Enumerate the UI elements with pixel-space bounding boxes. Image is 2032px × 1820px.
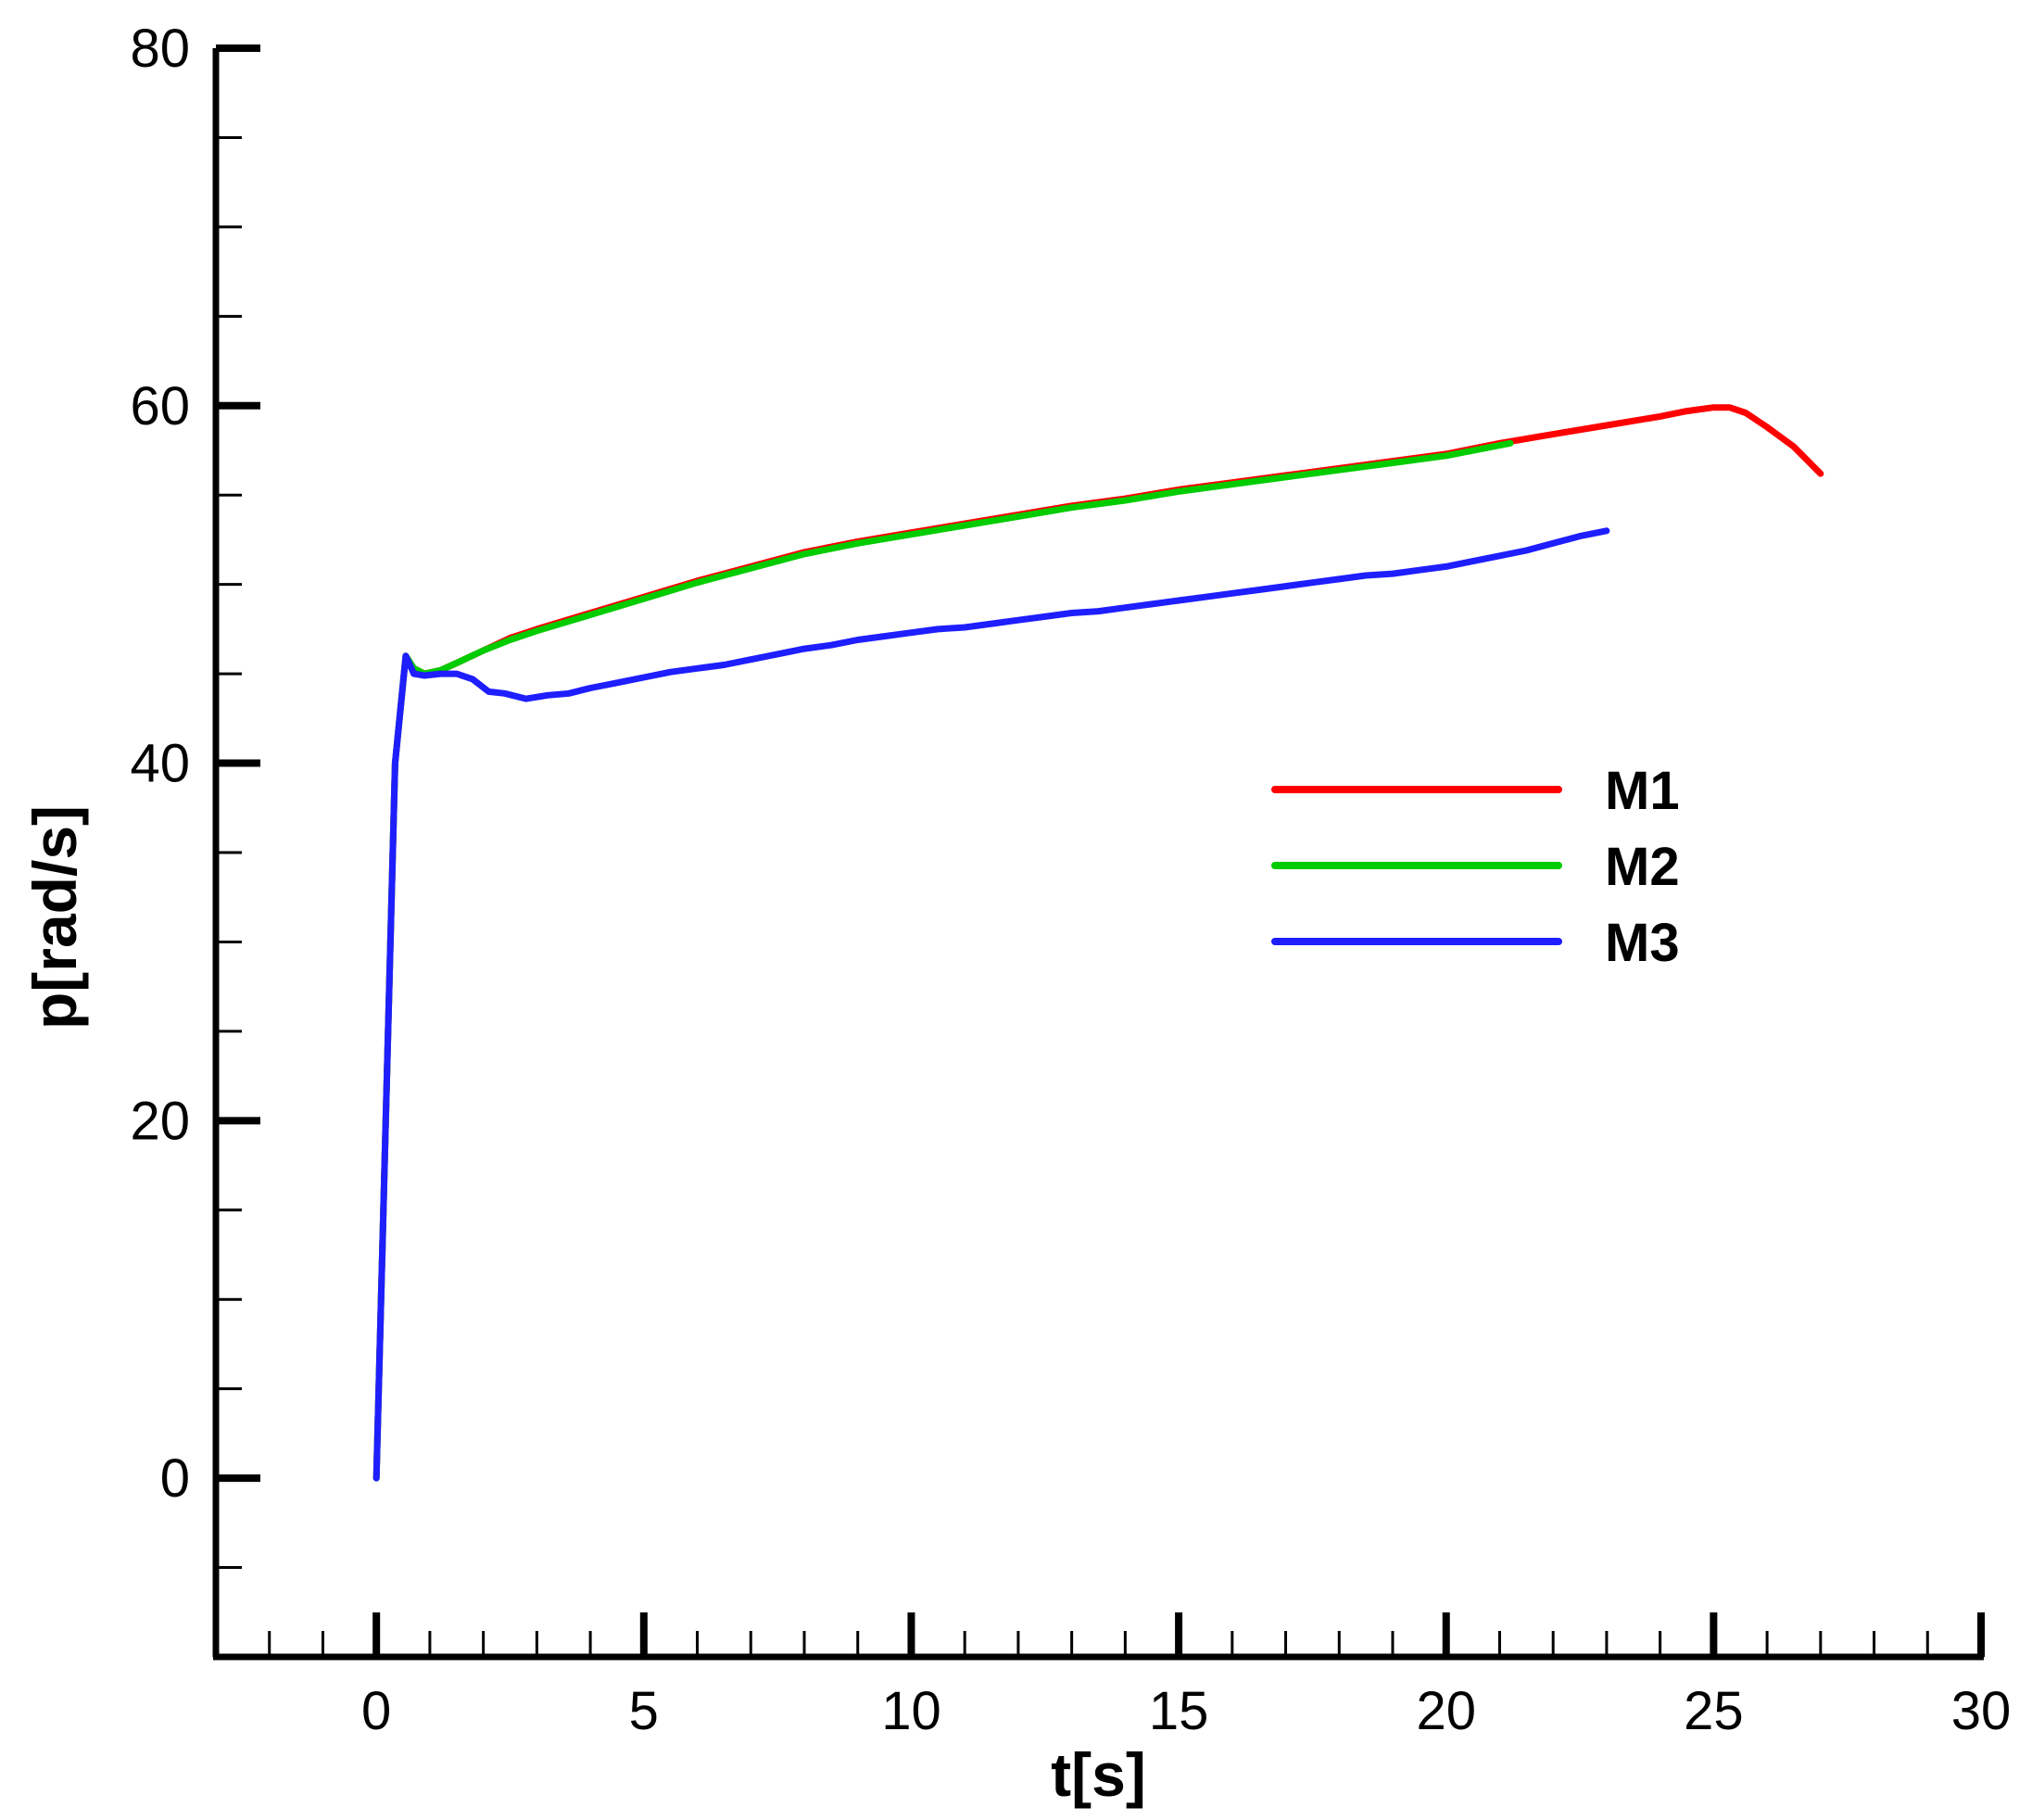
axis-ticks [214, 44, 1985, 1659]
y-tick-label: 20 [130, 1091, 190, 1151]
tick-labels: 0 20 40 60 80 0 5 10 15 20 25 30 [130, 19, 2011, 1741]
legend: M1 M2 M3 [1271, 761, 1680, 973]
y-tick-label: 60 [130, 376, 190, 436]
series-line-m3 [372, 527, 1610, 1482]
series-line-m1 [372, 404, 1824, 1482]
data-series [372, 404, 1824, 1482]
x-tick-label: 15 [1149, 1681, 1209, 1741]
x-tick-label: 25 [1684, 1681, 1744, 1741]
legend-label-m2: M2 [1605, 837, 1680, 897]
x-tick-label: 10 [881, 1681, 941, 1741]
legend-label-m1: M1 [1605, 761, 1680, 821]
x-tick-label: 20 [1416, 1681, 1476, 1741]
x-axis-title: t[s] [1051, 1740, 1146, 1809]
x-tick-label: 5 [629, 1681, 659, 1741]
y-axis-title: p[rad/s] [20, 805, 89, 1030]
axes [212, 48, 1984, 1661]
x-tick-label: 0 [361, 1681, 391, 1741]
legend-label-m3: M3 [1605, 913, 1680, 973]
y-tick-label: 40 [130, 734, 190, 794]
x-tick-label: 30 [1951, 1681, 2012, 1741]
series-line-m2 [372, 439, 1514, 1482]
y-tick-label: 80 [130, 19, 190, 79]
y-tick-label: 0 [160, 1448, 190, 1509]
